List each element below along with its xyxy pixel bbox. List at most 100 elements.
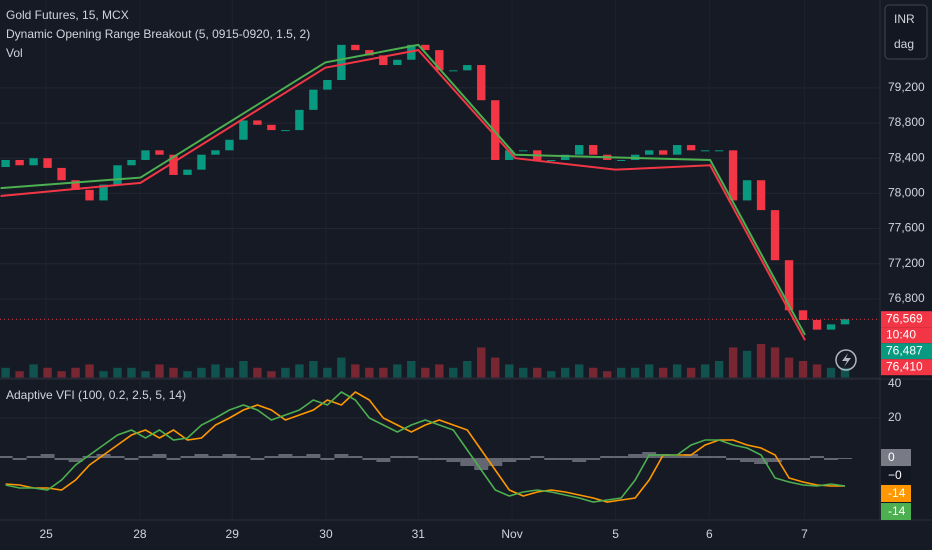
volume-bar (756, 344, 766, 378)
candle-body (770, 210, 780, 261)
unit: dag (894, 37, 914, 51)
volume-bar (337, 357, 346, 378)
histogram-bar (460, 458, 475, 466)
price-label-box (881, 343, 932, 360)
histogram-bar (26, 456, 41, 458)
histogram-bar (600, 456, 615, 458)
candle-body (658, 150, 668, 155)
volume-bar (602, 371, 612, 378)
volume-bar (57, 371, 66, 378)
y-tick-label: 78,400 (888, 150, 925, 164)
histogram-bar (110, 456, 125, 458)
candle-body (616, 159, 626, 161)
histogram-bar (418, 458, 433, 460)
volume-bar (379, 367, 388, 378)
x-tick-label: 7 (801, 527, 808, 541)
candle-body (155, 150, 164, 155)
histogram-bar (628, 454, 643, 458)
candle-body (365, 50, 374, 56)
histogram-bar (558, 458, 573, 460)
histogram-bar (362, 458, 377, 460)
histogram-bar (12, 458, 27, 460)
indicator-title: Dynamic Opening Range Breakout (5, 0915-… (6, 27, 310, 41)
volume-bar (29, 364, 38, 378)
candle-body (57, 167, 66, 181)
candle-body (323, 79, 332, 90)
volume-bar (700, 364, 710, 378)
volume-bar (575, 364, 584, 378)
volume-bar (99, 371, 108, 378)
x-tick-label: 6 (706, 527, 713, 541)
volume-bar (449, 367, 458, 378)
volume-bar (169, 367, 178, 378)
histogram-bar (348, 456, 363, 458)
price-label: 76,487 (886, 343, 923, 357)
candle-body (267, 124, 276, 131)
currency-box[interactable] (884, 4, 928, 60)
volume-bar (588, 367, 598, 378)
histogram-bar (334, 454, 349, 458)
candle-body (519, 150, 528, 152)
value-label-box (881, 485, 911, 502)
histogram-bar (40, 454, 55, 458)
volume-bar (43, 367, 52, 378)
histogram-bar (320, 458, 335, 460)
candle-body (700, 150, 710, 152)
histogram-bar (586, 458, 601, 460)
histogram-bar (292, 456, 307, 458)
candle-body (840, 319, 850, 325)
value-label-box (881, 449, 911, 466)
lightning-icon[interactable] (835, 349, 857, 371)
candle-body (141, 150, 150, 160)
y-tick-label: 40 (888, 376, 902, 390)
value-label: -14 (888, 486, 906, 500)
candle-body (798, 310, 808, 320)
histogram-bar (250, 458, 265, 460)
volume-bar (616, 367, 626, 378)
histogram-bar (390, 456, 405, 458)
volume-bar (533, 367, 542, 378)
marks (0, 43, 880, 503)
x-tick-label: 31 (412, 527, 426, 541)
candle-body (337, 44, 346, 80)
histogram-bar (614, 456, 629, 458)
histogram-bar (236, 456, 251, 458)
vfi-line (5, 391, 846, 503)
price-label: 76,569 (886, 311, 923, 325)
lightning-bolt (842, 353, 851, 367)
histogram-bar (712, 456, 727, 458)
volume-bar (113, 367, 122, 378)
y-tick-label: 78,800 (888, 115, 925, 129)
candle-body (113, 165, 122, 185)
volume-bar (127, 367, 136, 378)
volume-bar (630, 367, 640, 378)
volume-bar (547, 371, 556, 378)
volume-bar (686, 367, 696, 378)
volume-bar (658, 367, 668, 378)
candle-body (644, 150, 654, 155)
histogram-bar (376, 458, 391, 462)
value-label-box (881, 503, 911, 520)
volume-bar (477, 347, 486, 378)
volume-bar (197, 367, 206, 378)
volume-bar (644, 364, 654, 378)
y-tick-label: 76,800 (888, 291, 925, 305)
histogram-bar (432, 458, 447, 460)
histogram-bar (404, 456, 419, 458)
histogram-bar (502, 458, 517, 462)
y-tick-label: 79,200 (888, 80, 925, 94)
candle-body (812, 319, 822, 330)
histogram-bar (670, 456, 685, 458)
candle-body (728, 150, 738, 201)
candle-body (43, 158, 52, 168)
volume-bar (155, 364, 164, 378)
candle-body (491, 100, 500, 160)
volume-bar (15, 371, 24, 378)
volume-bar (323, 367, 332, 378)
candle-body (253, 120, 262, 125)
candle-body (379, 55, 388, 66)
volume-bar (295, 364, 304, 378)
candle-body (225, 139, 234, 151)
volume-bar (85, 364, 94, 378)
volume-bar (770, 347, 780, 378)
